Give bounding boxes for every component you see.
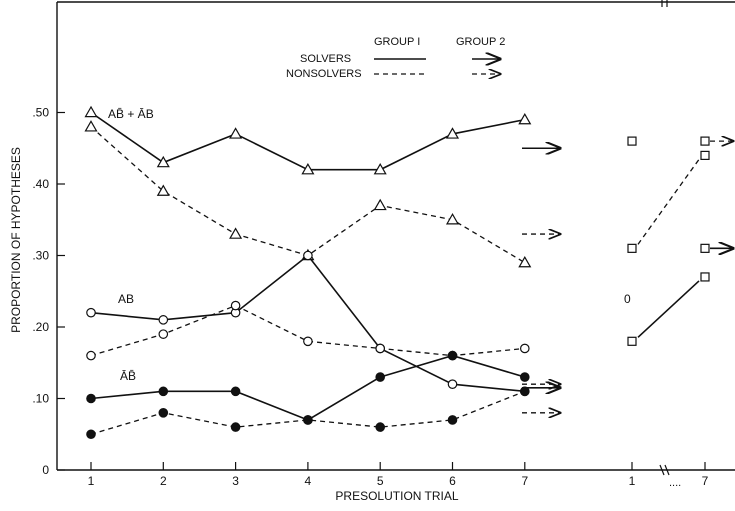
x-tick-label: 5 [377, 474, 384, 488]
filled-circle-point [519, 372, 530, 382]
triangle-point [445, 127, 460, 139]
label-ab: AB [118, 292, 134, 306]
series-nonsolvers-triangle [84, 120, 532, 268]
series-solvers-filled-circle [86, 350, 530, 425]
square-point [627, 243, 637, 253]
y-tick-label: .30 [32, 249, 49, 263]
series-solvers-open-circle [86, 250, 530, 397]
open-circle-point [519, 343, 530, 354]
series-line [90, 126, 526, 264]
axis-break-bottom-right [664, 464, 670, 476]
group2-x-tick-label: 1 [629, 474, 636, 488]
open-circle-point [303, 336, 313, 347]
label-ab-bar-sum: AB̄ + ĀB [108, 107, 154, 121]
open-circle-point [158, 315, 169, 325]
triangle-point [229, 227, 243, 239]
group2-slope-line [637, 159, 700, 245]
triangle-point [84, 120, 98, 132]
axes [56, 0, 735, 476]
group2-slope-line [637, 280, 700, 338]
x-tick-label: 2 [160, 474, 167, 488]
open-circle-point [375, 343, 385, 354]
triangle-point [373, 198, 387, 211]
group2-x-tick-label: 7 [702, 474, 709, 488]
filled-circle-point [375, 422, 385, 432]
triangle-point [518, 255, 532, 268]
triangle-point [156, 184, 170, 196]
legend-header-group1: GROUP I [374, 36, 420, 48]
square-point [700, 150, 710, 160]
filled-circle-point [158, 386, 169, 397]
series-line [90, 304, 525, 357]
open-circle-point [86, 350, 96, 361]
series-nonsolvers-open-circle [86, 300, 530, 361]
series-solvers-triangle [84, 105, 532, 175]
open-circle-point [230, 300, 241, 311]
y-ticks: 0 .10 .20 .30 .40 .50 [32, 106, 65, 477]
legend-nonsolvers-label: NONSOLVERS [286, 68, 362, 80]
label-ab-bar-bar: ĀB̄ [120, 369, 136, 383]
filled-circle-point [447, 415, 458, 425]
x-tick-label: 7 [521, 474, 528, 488]
group2-square-series [637, 159, 700, 245]
triangle-point [518, 112, 532, 125]
x-tick-label: 6 [449, 474, 456, 488]
triangle-point [301, 162, 315, 175]
square-point [700, 272, 710, 282]
open-circle-point [158, 329, 169, 339]
legend-solvers-label: SOLVERS [300, 53, 351, 65]
filled-circle-point [230, 422, 241, 432]
x-tick-label: 3 [232, 474, 239, 488]
open-circle-point [86, 307, 96, 318]
legend-header-group2: GROUP 2 [456, 36, 505, 48]
open-circle-point [303, 250, 313, 261]
square-point [700, 136, 710, 146]
group2-arrow-layer [522, 148, 560, 413]
y-tick-label: 0 [42, 463, 49, 477]
triangle-point [156, 155, 170, 168]
group2-stray-label: 0 [624, 292, 631, 306]
square-point [700, 243, 710, 253]
y-axis-title: PROPORTION OF HYPOTHESES [9, 147, 23, 333]
triangle-point [373, 162, 387, 175]
filled-circle-point [158, 407, 169, 418]
triangle-point [229, 127, 243, 139]
series-line [90, 390, 526, 435]
axis-break-bottom-left [659, 464, 665, 476]
y-tick-label: .50 [32, 106, 49, 120]
filled-circle-point [86, 393, 96, 404]
triangle-point [445, 213, 460, 225]
filled-circle-point [303, 415, 313, 425]
y-tick-label: .10 [32, 392, 49, 406]
open-circle-point [447, 379, 458, 389]
x-axis-title: PRESOLUTION TRIAL [335, 489, 458, 503]
triangle-point [84, 105, 98, 118]
series-line [90, 254, 525, 393]
square-point [627, 336, 637, 346]
series-line [90, 354, 526, 421]
group2-square-series [637, 280, 700, 338]
filled-circle-point [86, 429, 96, 440]
group2-gap-mark: .... [669, 477, 681, 489]
group2-square-layer [627, 136, 733, 346]
y-tick-label: .40 [32, 177, 49, 191]
series-line [90, 111, 525, 171]
x-tick-label: 4 [305, 474, 312, 488]
x-ticks: 1 2 3 4 5 6 7 1 7 [88, 462, 709, 488]
series-nonsolvers-filled-circle [86, 386, 530, 440]
legend: GROUP I GROUP 2 SOLVERS NONSOLVERS [286, 36, 505, 80]
filled-circle-point [230, 386, 241, 397]
x-tick-label: 1 [88, 474, 95, 488]
filled-circle-point [375, 372, 385, 382]
square-point [627, 136, 637, 146]
y-tick-label: .20 [32, 320, 49, 334]
series-layer [84, 105, 532, 440]
filled-circle-point [447, 350, 458, 361]
